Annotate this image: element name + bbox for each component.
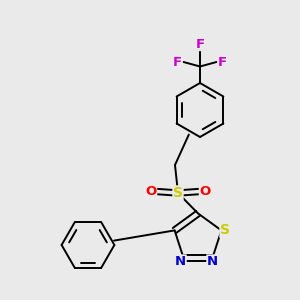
Text: O: O — [146, 185, 157, 198]
Text: F: F — [218, 56, 227, 68]
Text: O: O — [200, 185, 211, 198]
Text: F: F — [173, 56, 182, 68]
Text: N: N — [207, 255, 218, 268]
Text: S: S — [220, 224, 230, 237]
Text: N: N — [175, 255, 186, 268]
Text: S: S — [173, 186, 183, 200]
Text: F: F — [195, 38, 205, 50]
